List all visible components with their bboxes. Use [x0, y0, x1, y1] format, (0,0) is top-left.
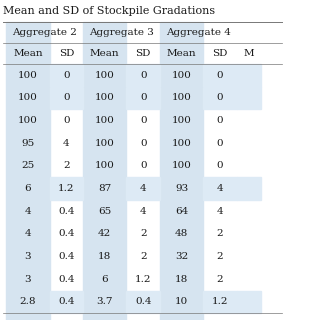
Text: Mean: Mean — [13, 49, 43, 58]
Text: Mean and SD of Stockpile Gradations: Mean and SD of Stockpile Gradations — [3, 6, 215, 16]
Text: Aggregate 3: Aggregate 3 — [89, 28, 154, 37]
Bar — [50, 87, 83, 109]
Text: 100: 100 — [18, 93, 38, 102]
Bar — [203, 64, 237, 87]
Text: 1.2: 1.2 — [212, 297, 228, 306]
Bar — [50, 291, 83, 313]
Text: 100: 100 — [172, 139, 192, 148]
Text: SD: SD — [135, 49, 151, 58]
Bar — [6, 22, 50, 320]
Text: 93: 93 — [175, 184, 188, 193]
Text: 2: 2 — [140, 229, 147, 238]
Text: 0: 0 — [63, 93, 70, 102]
Bar — [160, 22, 203, 320]
Text: 100: 100 — [18, 116, 38, 125]
Text: 0: 0 — [217, 93, 223, 102]
Text: 10: 10 — [175, 297, 188, 306]
Text: 100: 100 — [18, 71, 38, 80]
Text: 4: 4 — [63, 139, 70, 148]
Text: 87: 87 — [98, 184, 111, 193]
Text: Aggregate 4: Aggregate 4 — [166, 28, 231, 37]
Text: 0: 0 — [140, 116, 147, 125]
Text: M: M — [244, 49, 254, 58]
Text: 4: 4 — [217, 184, 223, 193]
Text: Mean: Mean — [167, 49, 196, 58]
Text: 100: 100 — [172, 162, 192, 171]
Text: 0.4: 0.4 — [135, 297, 151, 306]
Text: 0.4: 0.4 — [58, 297, 75, 306]
Text: 3: 3 — [25, 275, 31, 284]
Text: 64: 64 — [175, 207, 188, 216]
Text: 0.4: 0.4 — [58, 275, 75, 284]
Text: 32: 32 — [175, 252, 188, 261]
Text: 100: 100 — [95, 162, 115, 171]
Text: Aggregate 2: Aggregate 2 — [12, 28, 77, 37]
Text: 0: 0 — [217, 139, 223, 148]
Text: 42: 42 — [98, 229, 111, 238]
Bar — [126, 291, 160, 313]
Text: 25: 25 — [21, 162, 35, 171]
Text: 0.4: 0.4 — [58, 207, 75, 216]
Text: 4: 4 — [140, 184, 147, 193]
Text: 3.7: 3.7 — [97, 297, 113, 306]
Text: 6: 6 — [25, 184, 31, 193]
Text: 2: 2 — [217, 252, 223, 261]
Text: SD: SD — [59, 49, 74, 58]
Text: 1.2: 1.2 — [135, 275, 151, 284]
Bar — [50, 177, 83, 200]
Bar — [237, 64, 261, 87]
Text: 4: 4 — [140, 207, 147, 216]
Text: 4: 4 — [25, 229, 31, 238]
Text: 100: 100 — [95, 93, 115, 102]
Bar — [237, 87, 261, 109]
Text: 2: 2 — [217, 275, 223, 284]
Text: 18: 18 — [175, 275, 188, 284]
Text: 0: 0 — [140, 162, 147, 171]
Bar — [203, 87, 237, 109]
Text: SD: SD — [212, 49, 228, 58]
Bar — [83, 22, 126, 320]
Text: 100: 100 — [172, 93, 192, 102]
Text: 100: 100 — [172, 116, 192, 125]
Text: 65: 65 — [98, 207, 111, 216]
Text: 18: 18 — [98, 252, 111, 261]
Bar — [203, 177, 237, 200]
Text: 4: 4 — [25, 207, 31, 216]
Text: 2.8: 2.8 — [20, 297, 36, 306]
Text: 95: 95 — [21, 139, 35, 148]
Text: 0: 0 — [140, 71, 147, 80]
Bar — [237, 291, 261, 313]
Text: 3: 3 — [25, 252, 31, 261]
Text: 0: 0 — [217, 162, 223, 171]
Bar — [237, 177, 261, 200]
Text: 1.2: 1.2 — [58, 184, 75, 193]
Text: 0: 0 — [217, 71, 223, 80]
Text: 0: 0 — [63, 71, 70, 80]
Bar — [203, 291, 237, 313]
Text: 2: 2 — [217, 229, 223, 238]
Text: 100: 100 — [95, 116, 115, 125]
Bar — [50, 64, 83, 87]
Text: 6: 6 — [101, 275, 108, 284]
Text: 100: 100 — [95, 71, 115, 80]
Text: 2: 2 — [140, 252, 147, 261]
Text: 0.4: 0.4 — [58, 252, 75, 261]
Text: 0: 0 — [63, 116, 70, 125]
Text: 0: 0 — [140, 93, 147, 102]
Text: 2: 2 — [63, 162, 70, 171]
Bar — [126, 87, 160, 109]
Text: 0: 0 — [140, 139, 147, 148]
Text: 48: 48 — [175, 229, 188, 238]
Text: 0.4: 0.4 — [58, 229, 75, 238]
Text: Mean: Mean — [90, 49, 120, 58]
Bar — [126, 64, 160, 87]
Bar — [126, 177, 160, 200]
Text: 100: 100 — [95, 139, 115, 148]
Text: 100: 100 — [172, 71, 192, 80]
Text: 0: 0 — [217, 116, 223, 125]
Text: 4: 4 — [217, 207, 223, 216]
